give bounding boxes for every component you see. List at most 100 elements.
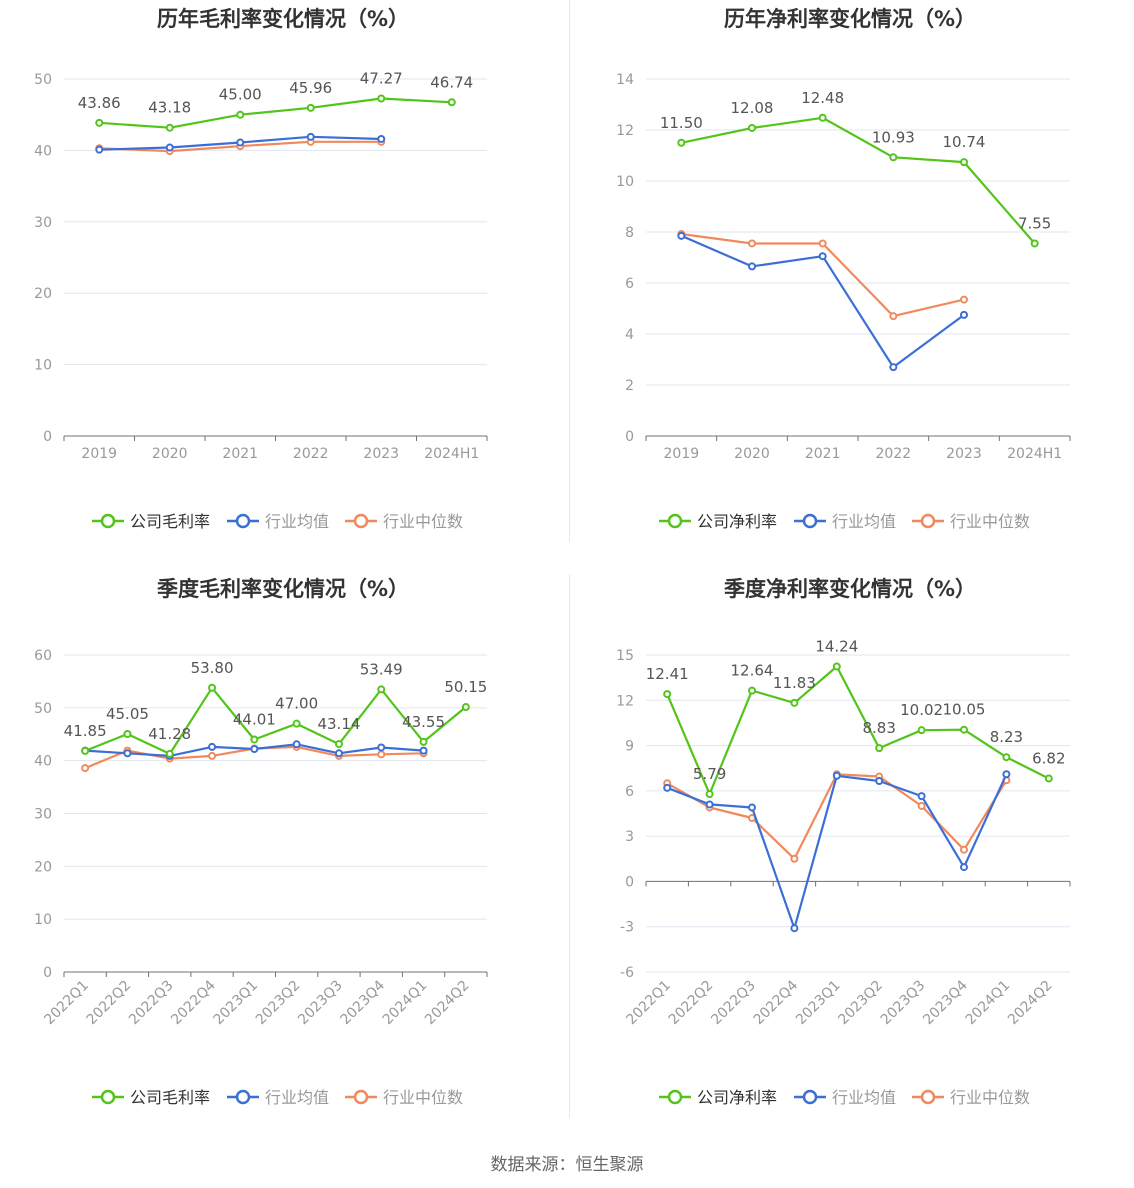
data-label: 53.49 — [360, 660, 403, 678]
data-label: 11.50 — [660, 114, 703, 132]
legend-marker — [235, 1089, 251, 1105]
y-tick-label: 10 — [34, 912, 52, 928]
data-label: 43.18 — [148, 99, 191, 117]
data-point-company — [377, 685, 386, 694]
legend-item-median: 行业中位数 — [345, 512, 463, 531]
data-point-company — [419, 737, 428, 746]
data-label: 8.83 — [862, 719, 895, 737]
x-tick-label: 2021 — [222, 446, 258, 462]
legend-marker — [667, 513, 683, 529]
data-label: 41.28 — [148, 725, 191, 743]
data-point-avg — [236, 138, 245, 147]
data-point-median — [81, 764, 90, 773]
series-line-avg — [666, 773, 1008, 930]
x-tick-label: 2023Q1 — [793, 978, 844, 1029]
y-tick-label: 30 — [34, 215, 52, 231]
legend-label: 行业均值 — [832, 512, 896, 531]
chart-title: 季度净利率变化情况（%） — [724, 577, 976, 601]
data-label: 10.74 — [943, 133, 986, 151]
data-label: 41.85 — [64, 722, 107, 740]
data-point-company — [250, 735, 259, 744]
legend-item-company: 公司毛利率 — [92, 1088, 210, 1107]
data-point-company — [748, 686, 756, 695]
x-tick-label: 2024Q1 — [963, 978, 1014, 1029]
legend-marker — [100, 513, 116, 529]
data-label: 47.27 — [360, 69, 403, 87]
data-point-median — [960, 845, 968, 854]
y-tick-label: 10 — [34, 358, 52, 374]
legend-item-avg: 行业均值 — [794, 512, 896, 531]
data-point-company — [677, 138, 686, 147]
data-label: 10.93 — [872, 128, 915, 146]
divider-top — [569, 0, 570, 542]
chart-annual-net-margin: 历年净利率变化情况（%） 0 2 4 6 8 10 12 14 2019 2020 2021 2022 2… — [567, 0, 1134, 560]
data-point-company — [377, 94, 386, 103]
data-point-company — [917, 726, 926, 735]
x-tick-label: 2022Q3 — [708, 978, 759, 1029]
data-label: 10.05 — [943, 701, 986, 719]
y-tick-label: 12 — [616, 693, 634, 709]
y-tick-label: 20 — [34, 859, 52, 875]
data-point-company — [663, 690, 672, 699]
data-point-avg — [790, 924, 799, 933]
legend-label: 行业均值 — [265, 512, 329, 531]
data-label: 43.55 — [402, 713, 445, 731]
chart-title: 季度毛利率变化情况（%） — [157, 577, 409, 601]
data-point-company — [292, 719, 301, 728]
chart-title: 历年净利率变化情况（%） — [724, 7, 976, 31]
y-tick-label: 0 — [43, 965, 52, 981]
data-label: 10.02 — [900, 701, 943, 719]
y-tick-label: 9 — [625, 739, 634, 755]
data-point-company — [95, 118, 104, 127]
y-tick-label: 12 — [616, 123, 634, 139]
legend-marker — [235, 513, 251, 529]
data-label: 45.96 — [289, 79, 332, 97]
data-point-avg — [748, 803, 756, 812]
data-label: 43.14 — [317, 715, 360, 733]
x-tick-label: 2019 — [81, 446, 117, 462]
y-tick-label: 3 — [625, 829, 634, 845]
data-point-company — [1002, 753, 1011, 762]
legend-label: 公司净利率 — [697, 512, 777, 531]
x-tick-label: 2023 — [946, 446, 982, 462]
data-point-median — [790, 854, 799, 863]
y-tick-label: 60 — [34, 648, 52, 664]
series-line-company — [99, 97, 452, 129]
data-label: 12.08 — [731, 99, 774, 117]
data-label: 45.00 — [219, 86, 262, 104]
x-tick-label: 2022Q4 — [168, 977, 219, 1028]
legend-marker — [920, 513, 936, 529]
legend-label: 行业中位数 — [950, 1088, 1030, 1107]
legend-item-company: 公司毛利率 — [92, 512, 210, 531]
legend-item-median: 行业中位数 — [912, 512, 1030, 531]
x-tick-label: 2023Q4 — [920, 977, 971, 1028]
x-tick-label: 2022 — [293, 446, 329, 462]
data-label: 11.83 — [773, 674, 816, 692]
data-point-company — [165, 749, 174, 758]
chart-quarterly-net-margin-svg: 季度净利率变化情况（%）-6-3036912152022Q12022Q22022… — [616, 577, 1071, 1107]
data-label: 7.55 — [1018, 214, 1051, 232]
x-tick-label: 2024Q2 — [422, 978, 473, 1029]
data-point-median — [960, 295, 968, 304]
data-label: 12.64 — [731, 662, 774, 680]
chart-quarterly-net-margin: 季度净利率变化情况（%） -6 -3 0 3 6 9 12 15 2022Q1 2022Q2 2022… — [567, 570, 1134, 1130]
x-tick-label: 2024Q1 — [380, 978, 431, 1029]
data-label: 6.82 — [1032, 749, 1065, 767]
chart-annual-gross-margin-svg: 历年毛利率变化情况（%） 0 10 20 30 40 50 2019 2020 2021 2022 2… — [34, 7, 488, 531]
data-label: 43.86 — [78, 94, 121, 112]
x-tick-label: 2021 — [805, 446, 841, 462]
y-tick-label: 6 — [625, 276, 634, 292]
series-line-median — [666, 773, 1008, 860]
data-point-company — [790, 698, 799, 707]
x-tick-label: 2024H1 — [424, 446, 479, 462]
divider-bottom — [569, 574, 570, 1118]
series-line-company — [681, 116, 1036, 245]
data-point-avg — [960, 863, 968, 872]
y-tick-label: 4 — [625, 327, 634, 343]
legend-item-median: 行业中位数 — [912, 1088, 1030, 1107]
data-label: 53.80 — [191, 659, 234, 677]
data-point-avg — [123, 749, 132, 758]
data-point-avg — [306, 132, 315, 141]
y-tick-label: 14 — [616, 72, 634, 88]
legend-label: 行业均值 — [832, 1088, 896, 1107]
